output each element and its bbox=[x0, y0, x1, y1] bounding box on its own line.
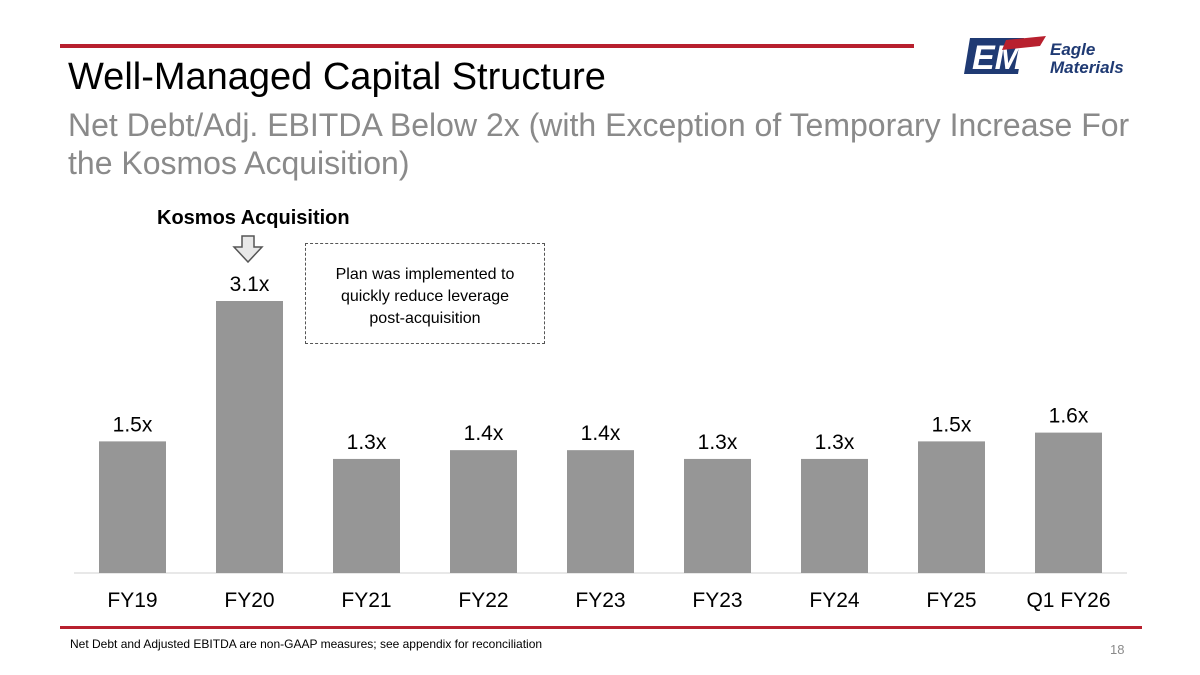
data-label-7: 1.5x bbox=[932, 413, 972, 436]
bar-2 bbox=[333, 458, 400, 573]
data-label-6: 1.3x bbox=[815, 431, 855, 454]
data-label-4: 1.4x bbox=[581, 422, 621, 445]
page-number: 18 bbox=[1110, 642, 1125, 657]
bar-1 bbox=[216, 301, 283, 573]
x-tick-label-2: FY21 bbox=[341, 589, 391, 612]
bar-6 bbox=[801, 458, 868, 573]
bar-0 bbox=[99, 441, 166, 573]
data-label-2: 1.3x bbox=[347, 431, 387, 454]
x-tick-label-1: FY20 bbox=[224, 589, 274, 612]
page-subtitle: Net Debt/Adj. EBITDA Below 2x (with Exce… bbox=[68, 107, 1130, 181]
logo-line1: Eagle bbox=[1050, 40, 1095, 59]
page-title: Well-Managed Capital Structure bbox=[68, 56, 606, 98]
leverage-plan-note: Plan was implemented to quickly reduce l… bbox=[305, 243, 545, 344]
top-rule bbox=[60, 44, 914, 48]
bar-5 bbox=[684, 458, 751, 573]
bar-3 bbox=[450, 450, 517, 573]
footnote: Net Debt and Adjusted EBITDA are non-GAA… bbox=[70, 637, 543, 651]
data-label-1: 3.1x bbox=[230, 273, 270, 296]
kosmos-acquisition-label: Kosmos Acquisition bbox=[157, 207, 350, 229]
bar-8 bbox=[1035, 432, 1102, 573]
bottom-rule bbox=[60, 626, 1142, 629]
x-tick-label-4: FY23 bbox=[575, 589, 625, 612]
data-label-0: 1.5x bbox=[113, 413, 153, 436]
data-label-5: 1.3x bbox=[698, 431, 738, 454]
x-tick-label-8: Q1 FY26 bbox=[1026, 589, 1110, 612]
x-tick-label-5: FY23 bbox=[692, 589, 742, 612]
x-tick-label-7: FY25 bbox=[926, 589, 976, 612]
logo-line2: Materials bbox=[1050, 58, 1124, 77]
bar-7 bbox=[918, 441, 985, 573]
eagle-materials-logo: EM Eagle Materials bbox=[964, 36, 1124, 77]
x-tick-label-6: FY24 bbox=[809, 589, 860, 612]
x-tick-label-3: FY22 bbox=[458, 589, 508, 612]
data-label-3: 1.4x bbox=[464, 422, 504, 445]
down-arrow-icon bbox=[232, 235, 264, 263]
x-tick-label-0: FY19 bbox=[107, 589, 157, 612]
leverage-plan-note-text: Plan was implemented to quickly reduce l… bbox=[335, 266, 515, 327]
bar-4 bbox=[567, 450, 634, 573]
data-label-8: 1.6x bbox=[1049, 405, 1089, 428]
